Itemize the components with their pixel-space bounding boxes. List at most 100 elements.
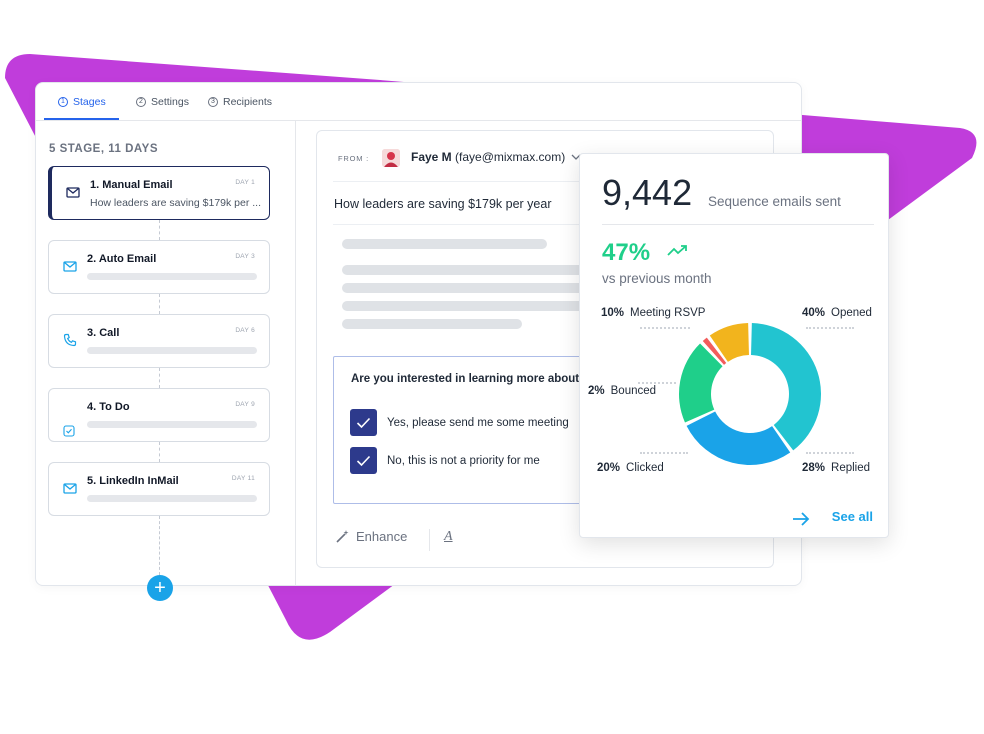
stage-connector (159, 516, 160, 575)
see-all-link[interactable]: See all (831, 509, 873, 524)
active-tab-indicator (44, 118, 119, 120)
trending-up-icon (667, 245, 687, 256)
donut-slice-replied (686, 411, 791, 465)
poll-option[interactable]: Yes, please send me some meeting (350, 409, 569, 436)
checkbox-icon (63, 425, 75, 437)
from-label: FROM : (338, 154, 370, 163)
emails-sent-count: 9,442 (602, 172, 693, 213)
tab-settings[interactable]: 2 Settings (136, 83, 189, 120)
stage-card-to-do[interactable]: 4. To Do DAY 9 (48, 388, 270, 442)
phone-icon (63, 333, 77, 347)
placeholder-line (342, 239, 547, 249)
legend-opened: 40% Opened (802, 307, 872, 319)
checkbox[interactable] (350, 447, 377, 474)
legend-label: Opened (831, 307, 872, 319)
mail-icon (63, 261, 77, 272)
leader-line (638, 382, 680, 384)
from-sender[interactable]: Faye M (faye@mixmax.com) (411, 150, 565, 164)
poll-option-label: No, this is not a priority for me (387, 454, 540, 467)
legend-percent: 40% (802, 307, 826, 319)
legend-percent: 2% (588, 385, 605, 397)
tab-recipients[interactable]: 3 Recipients (208, 83, 272, 120)
tab-number: 3 (208, 96, 218, 107)
legend-percent: 28% (802, 462, 826, 474)
stage-summary: 5 STAGE, 11 DAYS (49, 143, 158, 155)
emails-sent-label: Sequence emails sent (708, 194, 841, 209)
stats-card: 9,442 Sequence emails sent 47% vs previo… (579, 153, 889, 538)
stage-day: DAY 9 (235, 401, 255, 408)
magic-wand-icon (336, 530, 349, 543)
font-format-button[interactable]: A (444, 529, 453, 544)
stage-day: DAY 6 (235, 327, 255, 334)
legend-label: Meeting RSVP (630, 307, 706, 319)
toolbar-divider (429, 529, 430, 551)
arrow-right-icon[interactable] (792, 512, 810, 526)
stage-day: DAY 3 (235, 253, 255, 260)
stage-card-call[interactable]: 3. Call DAY 6 (48, 314, 270, 368)
chevron-down-icon[interactable] (571, 153, 581, 161)
donut-slice-opened (751, 323, 821, 451)
stage-placeholder-bar (87, 421, 257, 428)
placeholder-line (342, 265, 602, 275)
donut-slice-bounced (702, 337, 727, 365)
donut-slice-meeting-rsvp (709, 323, 749, 362)
donut-chart (677, 321, 823, 467)
divider (333, 181, 763, 182)
stage-day: DAY 11 (231, 475, 255, 482)
stage-subtitle: How leaders are saving $179k per ... (90, 197, 262, 209)
legend-label: Clicked (626, 462, 664, 474)
checkbox[interactable] (350, 409, 377, 436)
check-icon (356, 417, 371, 428)
legend-bounced: 2% Bounced (588, 385, 656, 397)
placeholder-line (342, 283, 602, 293)
avatar (382, 149, 400, 167)
leader-line (806, 327, 854, 329)
stage-placeholder-bar (87, 273, 257, 280)
legend-percent: 10% (601, 307, 625, 319)
donut-slice-clicked (679, 343, 723, 423)
stage-connector (159, 442, 160, 462)
tab-label: Stages (73, 95, 106, 108)
tab-label: Recipients (223, 95, 273, 108)
poll-question: Are you interested in learning more abou… (351, 373, 590, 385)
stage-card-auto-email[interactable]: 2. Auto Email DAY 3 (48, 240, 270, 294)
tab-number: 1 (58, 96, 68, 107)
leader-line (640, 452, 688, 454)
add-stage-button[interactable]: + (147, 575, 173, 601)
placeholder-line (342, 319, 522, 329)
placeholder-line (342, 301, 602, 311)
stage-title: 5. LinkedIn InMail (87, 475, 179, 487)
poll-option[interactable]: No, this is not a priority for me (350, 447, 540, 474)
tab-label: Settings (151, 95, 189, 108)
stage-card-linkedin-inmail[interactable]: 5. LinkedIn InMail DAY 11 (48, 462, 270, 516)
growth-percent: 47% (602, 239, 651, 266)
tab-number: 2 (136, 96, 146, 107)
legend-percent: 20% (597, 462, 621, 474)
mail-icon (66, 187, 80, 198)
check-icon (356, 455, 371, 466)
leader-line (806, 452, 854, 454)
legend-meeting-rsvp: 10% Meeting RSVP (601, 307, 705, 319)
tab-stages[interactable]: 1 Stages (58, 83, 106, 120)
stage-placeholder-bar (87, 347, 257, 354)
legend-replied: 28% Replied (802, 462, 870, 474)
stage-card-manual-email[interactable]: 1. Manual Email DAY 1 How leaders are sa… (48, 166, 270, 220)
mail-icon (63, 483, 77, 494)
sender-email: (faye@mixmax.com) (455, 150, 566, 164)
enhance-button[interactable]: Enhance (335, 529, 407, 544)
divider (602, 224, 874, 225)
stage-title: 4. To Do (87, 401, 130, 413)
stage-title: 3. Call (87, 327, 120, 339)
stage-connector (159, 294, 160, 314)
tab-bar: 1 Stages 2 Settings 3 Recipients (36, 83, 801, 121)
leader-line (640, 327, 690, 329)
legend-label: Replied (831, 462, 871, 474)
stage-connector (159, 368, 160, 388)
divider (333, 224, 763, 225)
legend-label: Bounced (610, 385, 657, 397)
legend-clicked: 20% Clicked (597, 462, 664, 474)
subject-line[interactable]: How leaders are saving $179k per year (334, 197, 552, 211)
stage-connector (159, 220, 160, 240)
stages-panel: 5 STAGE, 11 DAYS 1. Manual Email DAY 1 H… (36, 121, 296, 601)
sender-name: Faye M (411, 150, 452, 164)
